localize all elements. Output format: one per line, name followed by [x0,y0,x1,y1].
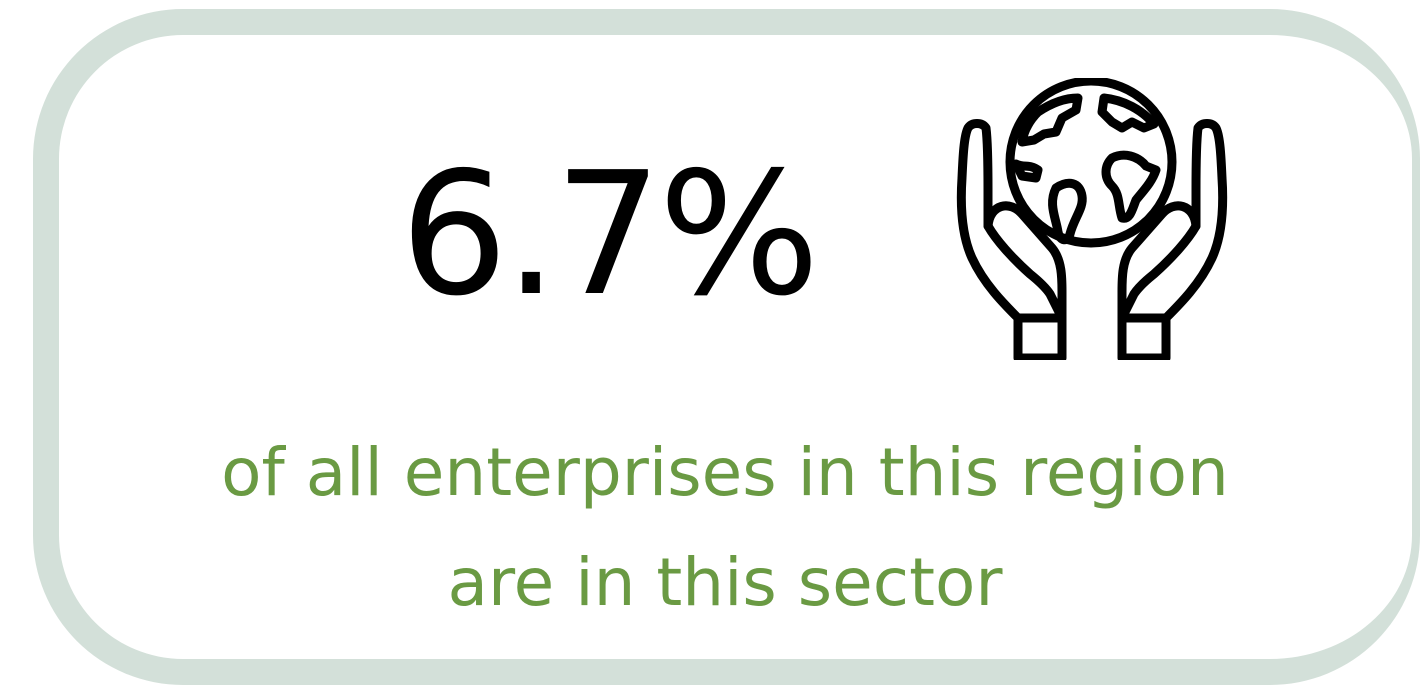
stat-card [33,9,1420,685]
caption-line-2: are in this sector [447,544,1003,621]
stat-value: 6.7% [400,136,820,334]
stat-caption: of all enterprises in this region are in… [0,418,1420,638]
hands-holding-globe-icon [952,78,1232,360]
caption-line-1: of all enterprises in this region [221,434,1229,511]
globe-icon [1005,78,1177,248]
